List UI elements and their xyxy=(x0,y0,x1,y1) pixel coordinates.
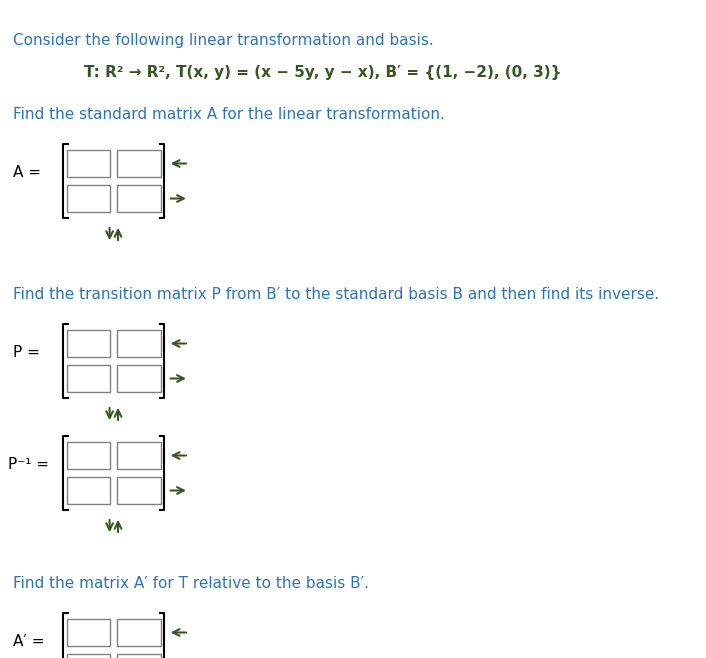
FancyBboxPatch shape xyxy=(117,442,161,469)
Text: Find the standard matrix A for the linear transformation.: Find the standard matrix A for the linea… xyxy=(13,107,445,122)
Text: P =: P = xyxy=(13,345,40,360)
FancyBboxPatch shape xyxy=(117,330,161,357)
FancyBboxPatch shape xyxy=(66,330,110,357)
FancyBboxPatch shape xyxy=(117,477,161,504)
FancyBboxPatch shape xyxy=(117,654,161,658)
Text: A =: A = xyxy=(13,165,41,180)
FancyBboxPatch shape xyxy=(66,654,110,658)
FancyBboxPatch shape xyxy=(66,619,110,646)
Text: A′ =: A′ = xyxy=(13,634,44,649)
FancyBboxPatch shape xyxy=(117,185,161,212)
FancyBboxPatch shape xyxy=(117,619,161,646)
FancyBboxPatch shape xyxy=(66,442,110,469)
Text: Find the transition matrix P from B′ to the standard basis B and then find its i: Find the transition matrix P from B′ to … xyxy=(13,287,659,302)
Text: T: R² → R², T(x, y) = (x − 5y, y − x), B′ = {(1, −2), (0, 3)}: T: R² → R², T(x, y) = (x − 5y, y − x), B… xyxy=(84,65,562,80)
FancyBboxPatch shape xyxy=(66,365,110,392)
FancyBboxPatch shape xyxy=(117,365,161,392)
FancyBboxPatch shape xyxy=(66,150,110,177)
Text: P⁻¹ =: P⁻¹ = xyxy=(8,457,49,472)
FancyBboxPatch shape xyxy=(66,185,110,212)
Text: Find the matrix A′ for T relative to the basis B′.: Find the matrix A′ for T relative to the… xyxy=(13,576,369,591)
FancyBboxPatch shape xyxy=(66,477,110,504)
Text: Consider the following linear transformation and basis.: Consider the following linear transforma… xyxy=(13,33,433,48)
FancyBboxPatch shape xyxy=(117,150,161,177)
